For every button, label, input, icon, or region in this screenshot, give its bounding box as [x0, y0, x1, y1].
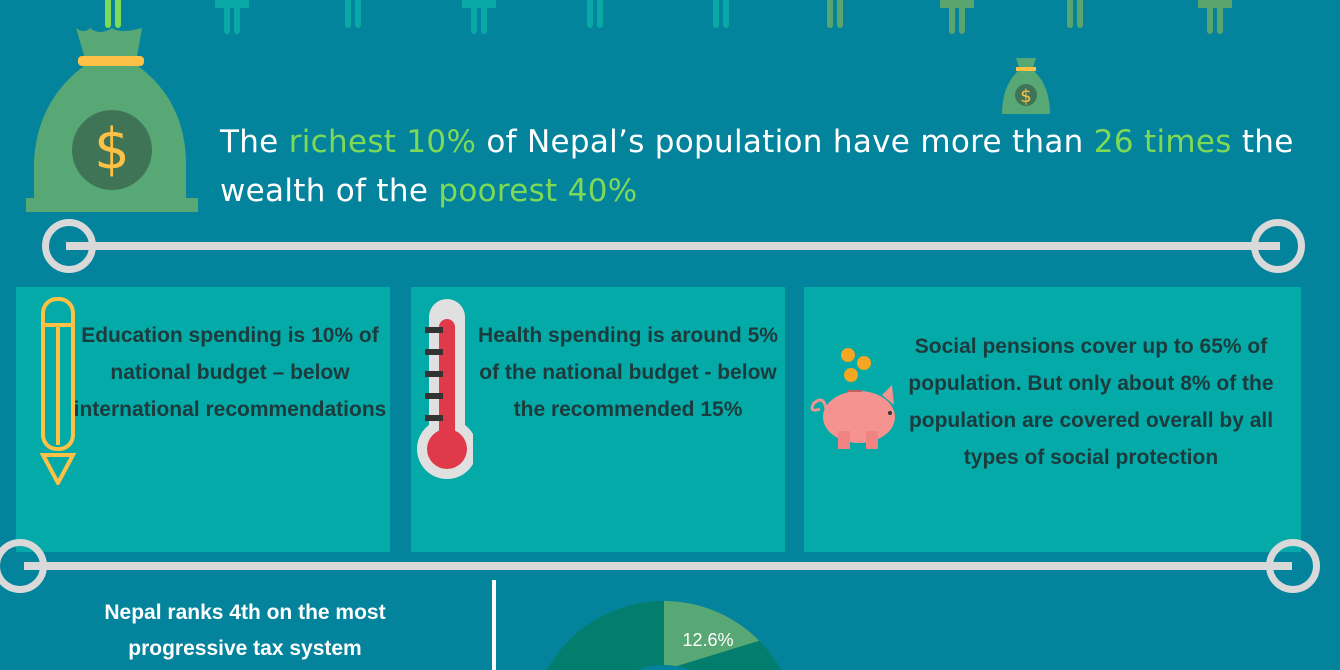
headline-highlight: richest 10% [288, 124, 477, 160]
donut-segment-label: 12.6% [682, 630, 734, 650]
divider-line [24, 562, 1292, 570]
money-bag-icon: $ [26, 28, 198, 212]
piggy-bank-icon [810, 348, 895, 449]
headline-text: The [220, 124, 289, 160]
wealth-headline: The richest 10% of Nepal’s population ha… [220, 118, 1330, 216]
pencil-icon [39, 297, 77, 485]
health-card: Health spending is around 5% of the nati… [411, 287, 785, 552]
headline-highlight: 26 times [1093, 124, 1232, 160]
social-protection-card: Social pensions cover up to 65% of popul… [804, 287, 1301, 552]
headline-highlight: poorest 40% [438, 173, 638, 209]
vertical-divider [492, 580, 496, 670]
svg-text:$: $ [1020, 86, 1031, 107]
divider-ring [42, 219, 96, 273]
divider-ring [0, 539, 47, 593]
education-card: Education spending is 10% of national bu… [16, 287, 390, 552]
headline-text: the wealth of the [220, 124, 1294, 209]
tax-ranking-text: Nepal ranks 4th on the most progressive … [104, 601, 386, 660]
card-text: Education spending is 10% of national bu… [73, 324, 387, 421]
divider-ring [1251, 219, 1305, 273]
divider-line [66, 242, 1280, 250]
card-text: Health spending is around 5% of the nati… [478, 324, 778, 421]
money-bag-icon: $ [1002, 58, 1050, 114]
divider-ring [1266, 539, 1320, 593]
donut-segment [664, 601, 760, 670]
headline-text: of Nepal’s population have more than [476, 124, 1094, 160]
donut-hole [594, 665, 734, 670]
svg-text:$: $ [94, 117, 130, 182]
thermometer-icon [417, 299, 473, 479]
card-text: Social pensions cover up to 65% of popul… [908, 335, 1274, 469]
